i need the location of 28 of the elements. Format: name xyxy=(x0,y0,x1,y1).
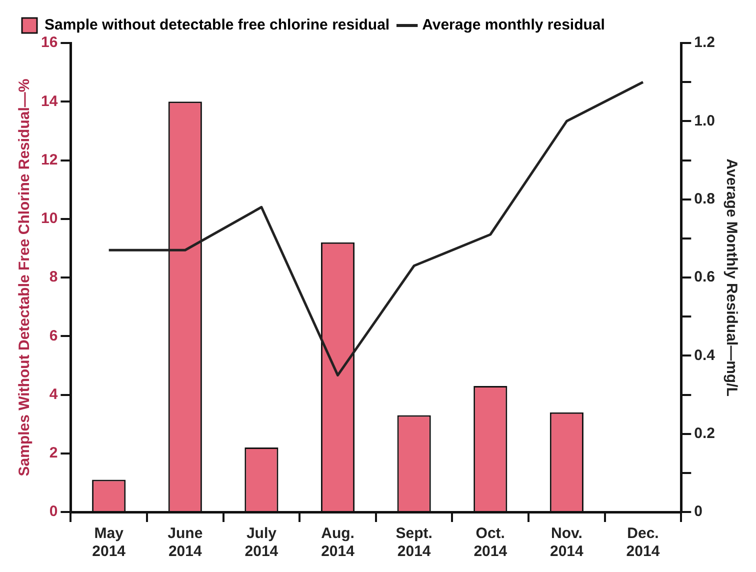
x-tick-label: June 2014 xyxy=(168,525,203,560)
x-tick-label: Nov. 2014 xyxy=(550,525,584,560)
y2-tick-label: 1.0 xyxy=(694,112,716,130)
y2-axis-title: Average Monthly Residual—mg/L xyxy=(722,158,740,396)
y2-tick-label: 0.6 xyxy=(694,268,716,286)
y-axis-title: Samples Without Detectable Free Chlorine Residual—% xyxy=(16,78,34,476)
y-tick-label: 12 xyxy=(40,151,58,168)
y-tick-label: 10 xyxy=(40,210,58,228)
y2-tick-label: 1.2 xyxy=(694,34,716,52)
y-tick-label: 16 xyxy=(40,34,58,52)
x-tick-label: Dec. 2014 xyxy=(626,525,660,560)
y-tick-label: 2 xyxy=(49,444,58,462)
y-tick-label: 4 xyxy=(49,386,58,403)
legend-label: Average monthly residual xyxy=(422,16,605,34)
x-tick-label: May 2014 xyxy=(92,525,126,560)
y2-tick-label: 0.8 xyxy=(694,190,716,208)
x-tick-label: July 2014 xyxy=(244,525,279,560)
y-tick-label: 0 xyxy=(49,503,58,520)
y2-tick-label: 0 xyxy=(694,503,702,520)
y2-tick-label: 0.4 xyxy=(694,346,716,364)
x-tick-label: Oct. 2014 xyxy=(474,525,508,560)
x-tick-label: Sept. 2014 xyxy=(396,525,432,560)
y-tick-label: 6 xyxy=(49,327,58,344)
y2-tick-label: 0.2 xyxy=(694,424,716,442)
legend-label: Sample without detectable free chlorine residual xyxy=(44,16,390,34)
y-tick-label: 14 xyxy=(40,92,58,110)
y-tick-label: 8 xyxy=(49,268,58,286)
x-tick-label: Aug. 2014 xyxy=(321,525,356,560)
